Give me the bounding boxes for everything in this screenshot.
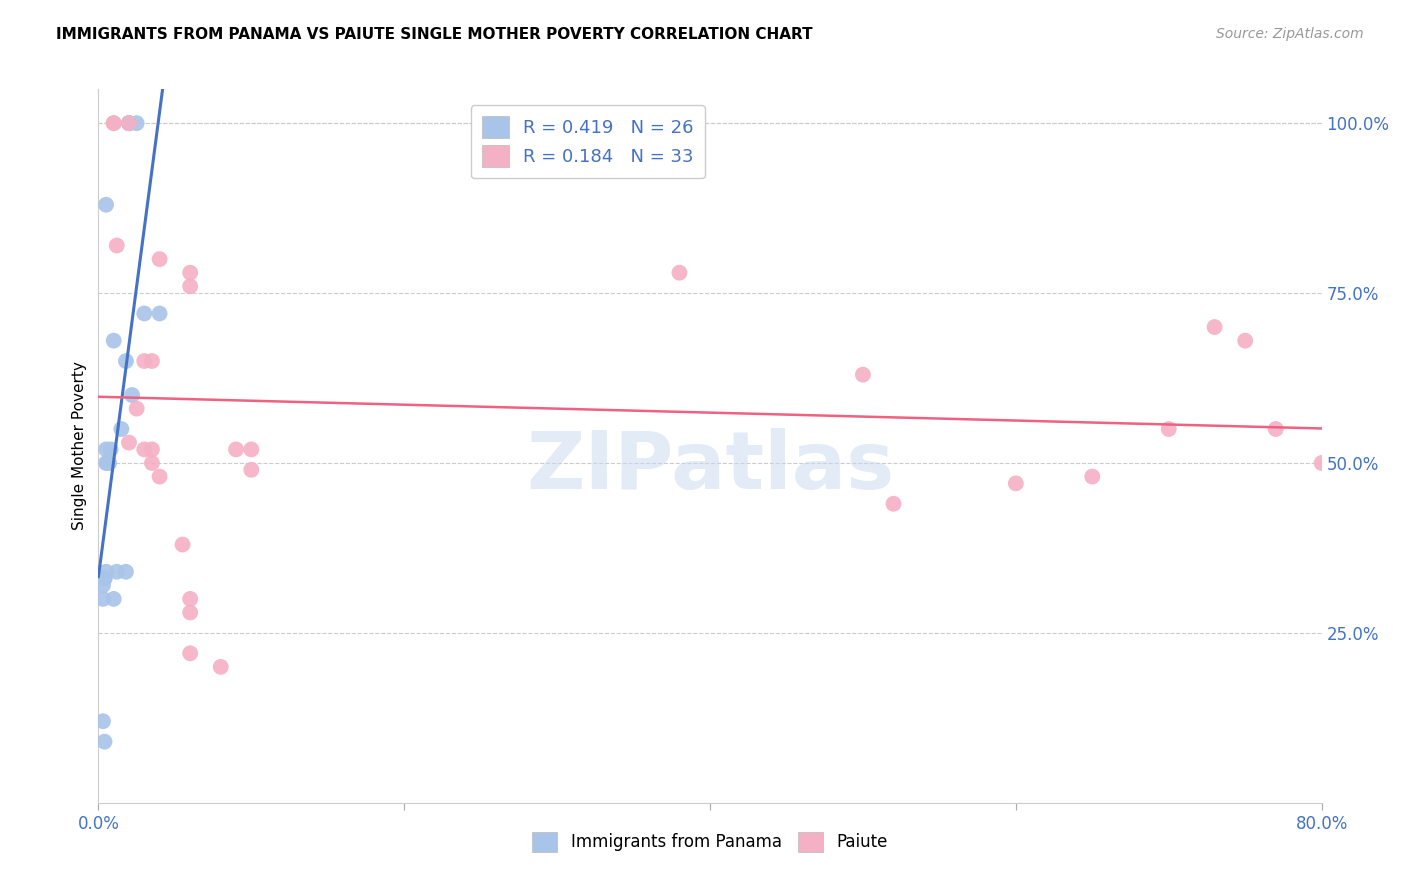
Point bbox=[1081, 469, 1104, 483]
Point bbox=[141, 354, 163, 368]
Point bbox=[93, 572, 115, 586]
Point bbox=[240, 442, 263, 457]
Point bbox=[179, 606, 201, 620]
Point bbox=[225, 442, 247, 457]
Point bbox=[118, 116, 141, 130]
Point bbox=[97, 456, 120, 470]
Point bbox=[1234, 334, 1257, 348]
Point bbox=[118, 116, 141, 130]
Point bbox=[118, 116, 141, 130]
Text: Source: ZipAtlas.com: Source: ZipAtlas.com bbox=[1216, 27, 1364, 41]
Point bbox=[103, 591, 125, 606]
Point bbox=[1157, 422, 1180, 436]
Point bbox=[883, 497, 905, 511]
Legend: Immigrants from Panama, Paiute: Immigrants from Panama, Paiute bbox=[526, 825, 894, 859]
Point bbox=[94, 198, 117, 212]
Point bbox=[91, 591, 114, 606]
Point bbox=[209, 660, 232, 674]
Point bbox=[134, 442, 156, 457]
Point bbox=[103, 334, 125, 348]
Point bbox=[240, 463, 263, 477]
Point bbox=[118, 435, 141, 450]
Point bbox=[94, 456, 117, 470]
Point bbox=[852, 368, 875, 382]
Point bbox=[141, 456, 163, 470]
Point bbox=[149, 252, 172, 266]
Text: IMMIGRANTS FROM PANAMA VS PAIUTE SINGLE MOTHER POVERTY CORRELATION CHART: IMMIGRANTS FROM PANAMA VS PAIUTE SINGLE … bbox=[56, 27, 813, 42]
Point bbox=[100, 442, 122, 457]
Point bbox=[149, 306, 172, 320]
Point bbox=[1204, 320, 1226, 334]
Point bbox=[105, 238, 128, 252]
Point bbox=[121, 388, 143, 402]
Point bbox=[1004, 476, 1026, 491]
Point bbox=[134, 306, 156, 320]
Y-axis label: Single Mother Poverty: Single Mother Poverty bbox=[72, 361, 87, 531]
Point bbox=[94, 565, 117, 579]
Point bbox=[115, 565, 138, 579]
Point bbox=[94, 442, 117, 457]
Point bbox=[125, 116, 148, 130]
Point bbox=[668, 266, 690, 280]
Point bbox=[93, 734, 115, 748]
Point bbox=[91, 578, 114, 592]
Point bbox=[93, 572, 115, 586]
Point bbox=[103, 116, 125, 130]
Point bbox=[1264, 422, 1286, 436]
Point bbox=[134, 354, 156, 368]
Point bbox=[149, 469, 172, 483]
Point bbox=[91, 714, 114, 729]
Point bbox=[110, 422, 132, 436]
Point bbox=[118, 116, 141, 130]
Point bbox=[98, 456, 121, 470]
Point bbox=[105, 565, 128, 579]
Point bbox=[1310, 456, 1333, 470]
Point bbox=[141, 442, 163, 457]
Point bbox=[179, 591, 201, 606]
Point bbox=[179, 279, 201, 293]
Point bbox=[179, 646, 201, 660]
Point bbox=[125, 401, 148, 416]
Point bbox=[103, 116, 125, 130]
Text: ZIPatlas: ZIPatlas bbox=[526, 428, 894, 507]
Point bbox=[172, 537, 194, 551]
Point bbox=[179, 266, 201, 280]
Point bbox=[115, 354, 138, 368]
